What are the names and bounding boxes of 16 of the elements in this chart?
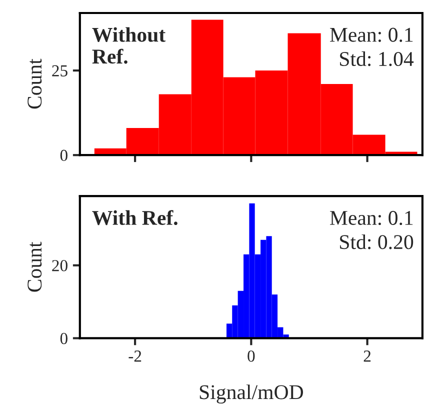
annotation: Mean: 0.1 — [330, 28, 413, 42]
x-tick-label: -2 — [128, 350, 142, 362]
annotation: Std: 0.20 — [340, 234, 414, 250]
y-axis-title: Count — [28, 242, 42, 292]
x-tick-label: 2 — [364, 350, 371, 362]
text: Without Ref. — [92, 27, 166, 64]
annotation: Mean: 0.1 — [330, 210, 413, 226]
y-tick-label: 0 — [60, 332, 68, 344]
y-tick-label: 20 — [52, 260, 68, 272]
y-tick-label: 0 — [60, 150, 68, 162]
y-axis-title: Count — [28, 58, 42, 109]
annotation: Std: 1.04 — [340, 51, 414, 66]
x-axis-title: Signal/mOD — [200, 384, 304, 404]
text: With Ref. — [92, 210, 178, 226]
y-tick-label: 25 — [52, 65, 68, 76]
x-tick-label: 0 — [248, 350, 255, 362]
